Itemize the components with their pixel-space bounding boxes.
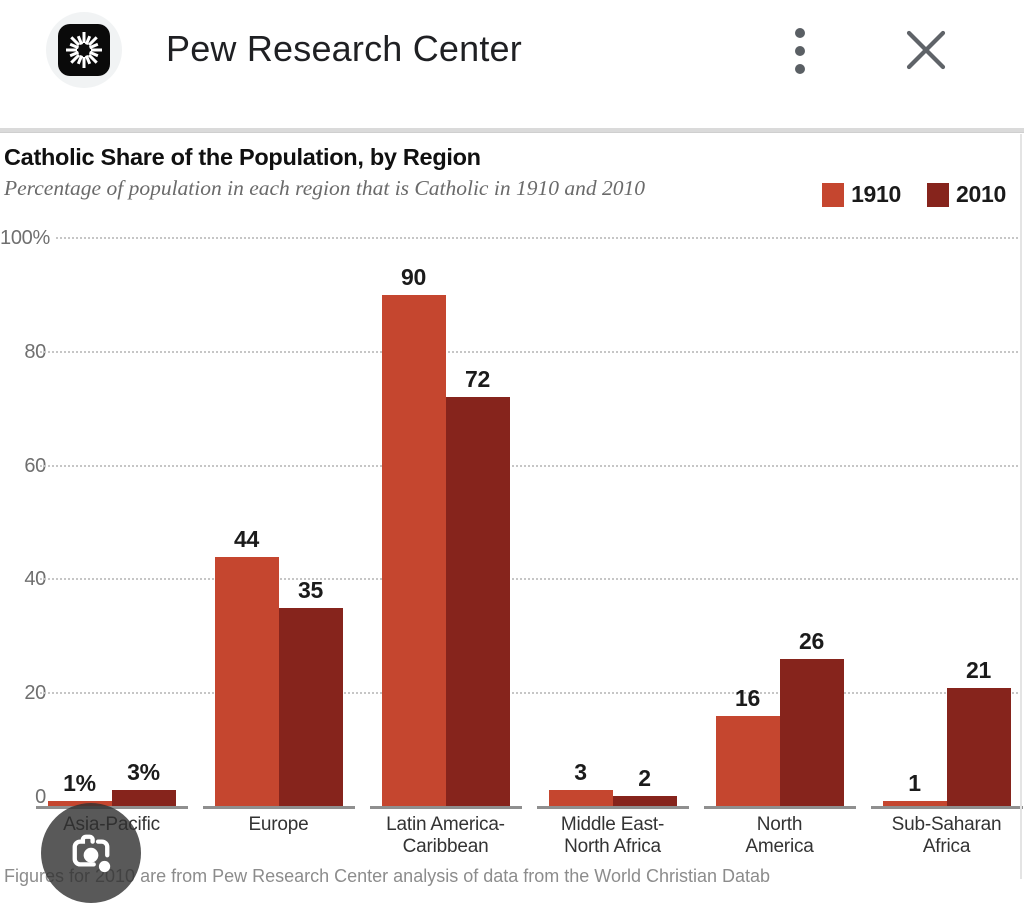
value-label-2010-north-america: 26 xyxy=(799,628,824,655)
value-label-2010-sub-saharan-africa: 21 xyxy=(966,657,991,684)
bar-pair: 1%3% xyxy=(48,790,176,807)
close-button[interactable] xyxy=(901,25,951,75)
bar-2010-asia-pacific: 3% xyxy=(112,790,176,807)
value-label-2010-asia-pacific: 3% xyxy=(127,759,160,786)
value-label-1910-latin-america-caribbean: 90 xyxy=(401,264,426,291)
three-dot-menu-icon xyxy=(795,28,805,38)
value-label-1910-asia-pacific: 1% xyxy=(63,770,96,797)
bar-1910-middle-east-north-africa: 3 xyxy=(549,790,613,807)
bar-pair: 1 21 xyxy=(883,688,1011,807)
chart-title: Catholic Share of the Population, by Reg… xyxy=(4,144,481,171)
axis-baseline xyxy=(203,806,355,809)
bar-1910-europe: 44 xyxy=(215,557,279,807)
bar-group-asia-pacific: 1%3%Asia-Pacific xyxy=(28,238,195,807)
bar-2010-north-america: 26 xyxy=(780,659,844,807)
legend-item-1910: 1910 xyxy=(822,181,901,208)
category-label-europe: Europe xyxy=(194,814,364,836)
google-lens-button[interactable] xyxy=(41,803,141,903)
axis-baseline xyxy=(370,806,522,809)
legend-item-2010: 2010 xyxy=(927,181,1006,208)
app-title[interactable]: Pew Research Center xyxy=(166,28,522,70)
value-label-1910-north-america: 16 xyxy=(735,685,760,712)
more-options-button[interactable] xyxy=(786,22,814,80)
axis-baseline xyxy=(871,806,1023,809)
bar-2010-sub-saharan-africa: 21 xyxy=(947,688,1011,807)
chart-subtitle: Percentage of population in each region … xyxy=(4,176,645,201)
bar-2010-latin-america-caribbean: 72 xyxy=(446,397,510,807)
category-label-middle-east-north-africa: Middle East-North Africa xyxy=(528,814,698,858)
google-lens-icon xyxy=(65,827,117,879)
chart-legend: 1910 2010 xyxy=(822,181,1006,208)
app-header: Pew Research Center xyxy=(0,0,1024,128)
pew-sunburst-logo-icon xyxy=(58,24,110,76)
legend-swatch-2010 xyxy=(927,183,949,207)
value-label-2010-europe: 35 xyxy=(298,577,323,604)
axis-baseline xyxy=(537,806,689,809)
bar-plot-area: 1%3%Asia-Pacific4435Europe9072Latin Amer… xyxy=(28,238,1024,807)
value-label-2010-middle-east-north-africa: 2 xyxy=(638,765,651,792)
axis-baseline xyxy=(704,806,856,809)
bar-2010-europe: 35 xyxy=(279,608,343,807)
legend-label: 1910 xyxy=(851,181,901,208)
value-label-2010-latin-america-caribbean: 72 xyxy=(465,366,490,393)
header-divider xyxy=(0,128,1024,133)
value-label-1910-europe: 44 xyxy=(234,526,259,553)
value-label-1910-sub-saharan-africa: 1 xyxy=(908,770,921,797)
bar-1910-latin-america-caribbean: 90 xyxy=(382,295,446,807)
category-label-latin-america-caribbean: Latin America-Caribbean xyxy=(361,814,531,858)
legend-label: 2010 xyxy=(956,181,1006,208)
bar-1910-north-america: 16 xyxy=(716,716,780,807)
value-label-1910-middle-east-north-africa: 3 xyxy=(574,759,587,786)
close-icon xyxy=(903,27,949,73)
legend-swatch-1910 xyxy=(822,183,844,207)
site-logo-avatar[interactable] xyxy=(46,12,122,88)
page-edge-scroll-line xyxy=(1020,134,1022,879)
